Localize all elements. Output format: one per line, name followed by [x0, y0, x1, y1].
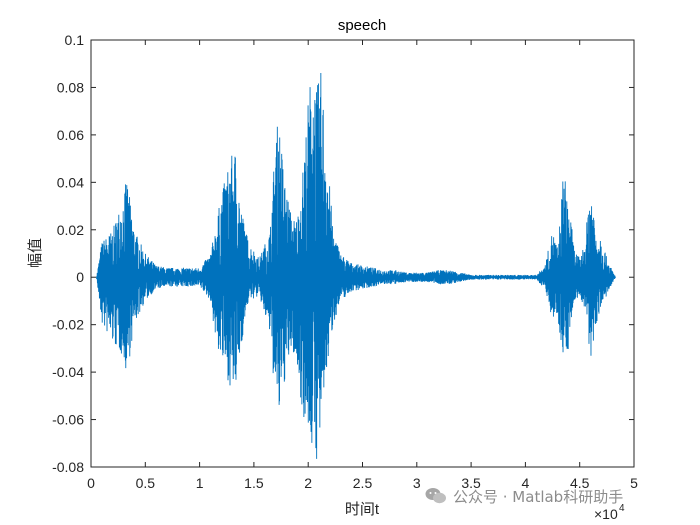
x-tick-label: 3.5 — [461, 475, 481, 491]
x-tick-label: 3 — [413, 475, 421, 491]
waveform-series — [95, 72, 616, 459]
watermark-text: 公众号 · Matlab科研助手 — [453, 487, 624, 506]
y-tick-label: -0.08 — [52, 459, 84, 475]
y-tick-label: 0.1 — [65, 32, 85, 48]
x-tick-label: 5 — [630, 475, 638, 491]
x-tick-label: 4.5 — [570, 475, 590, 491]
x-exponent-power: 4 — [619, 503, 625, 514]
y-tick-label: 0.02 — [57, 222, 84, 238]
x-exponent-label: ×10 4 — [594, 503, 625, 522]
x-tick-label: 4 — [522, 475, 530, 491]
x-axis: 0 0.5 1 1.5 2 2.5 3 3.5 4 4.5 5 — [87, 40, 638, 491]
x-tick-label: 0 — [87, 475, 95, 491]
y-tick-label: 0 — [76, 269, 84, 285]
y-tick-label: 0.04 — [57, 174, 84, 190]
waveform-line — [95, 72, 616, 459]
y-tick-label: -0.02 — [52, 317, 84, 333]
y-axis: -0.08 -0.06 -0.04 -0.02 0 0.02 0.04 0.06 0.08 0.1 — [52, 32, 634, 475]
chart-title: speech — [338, 17, 386, 34]
x-tick-label: 1.5 — [244, 475, 264, 491]
x-exponent-base: ×10 — [594, 506, 618, 522]
x-tick-label: 1 — [196, 475, 204, 491]
y-axis-label: 幅值 — [27, 238, 44, 268]
y-tick-label: -0.04 — [52, 364, 84, 380]
x-tick-label: 2.5 — [353, 475, 373, 491]
x-axis-label: 时间t — [345, 501, 380, 518]
y-tick-label: 0.08 — [57, 79, 84, 95]
y-tick-label: 0.06 — [57, 127, 84, 143]
x-tick-label: 0.5 — [136, 475, 156, 491]
wechat-icon — [425, 488, 446, 504]
watermark: 公众号 · Matlab科研助手 — [425, 484, 623, 508]
plot-area — [91, 40, 634, 467]
y-tick-label: -0.06 — [52, 412, 84, 428]
x-tick-label: 2 — [304, 475, 312, 491]
